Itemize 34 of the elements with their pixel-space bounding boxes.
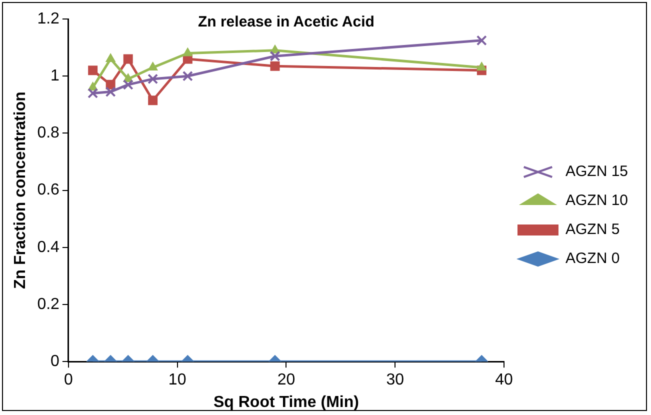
point <box>182 48 192 56</box>
point <box>476 35 487 46</box>
x-axis-title: Sq Root Time (Min) <box>213 394 359 411</box>
point <box>88 66 98 76</box>
point <box>148 96 158 106</box>
x-tick-label: 20 <box>277 372 296 389</box>
y-tick-label: 0.2 <box>37 296 60 313</box>
point <box>88 88 98 98</box>
point <box>122 79 134 90</box>
point <box>148 62 158 71</box>
legend-label: AGZN 10 <box>565 192 628 210</box>
y-tick-label: 0.6 <box>37 182 60 199</box>
point <box>148 74 158 84</box>
legend-label: AGZN 15 <box>565 163 628 180</box>
chart-title: Zn release in Acetic Acid <box>198 14 374 31</box>
legend-label: AGZN 0 <box>565 250 620 268</box>
y-tick-label: 0 <box>50 353 60 370</box>
y-axis-title: Zn Fraction concentration <box>12 92 30 289</box>
y-tick-label: 0.4 <box>37 238 60 256</box>
point <box>476 62 486 71</box>
y-tick-label: 0.8 <box>37 124 60 142</box>
x-tick-label: 30 <box>386 372 404 389</box>
point <box>106 53 116 62</box>
y-tick-label: 1.2 <box>37 10 60 28</box>
point <box>270 50 280 62</box>
x-tick-label: 10 <box>168 372 186 389</box>
point <box>123 54 133 64</box>
x-tick-label: 0 <box>64 372 73 389</box>
point <box>182 70 193 82</box>
point <box>105 86 116 98</box>
legend-label: AGZN 5 <box>565 221 620 238</box>
x-tick-label: 40 <box>495 372 513 389</box>
y-tick-label: 1 <box>50 68 60 85</box>
point <box>270 61 280 71</box>
